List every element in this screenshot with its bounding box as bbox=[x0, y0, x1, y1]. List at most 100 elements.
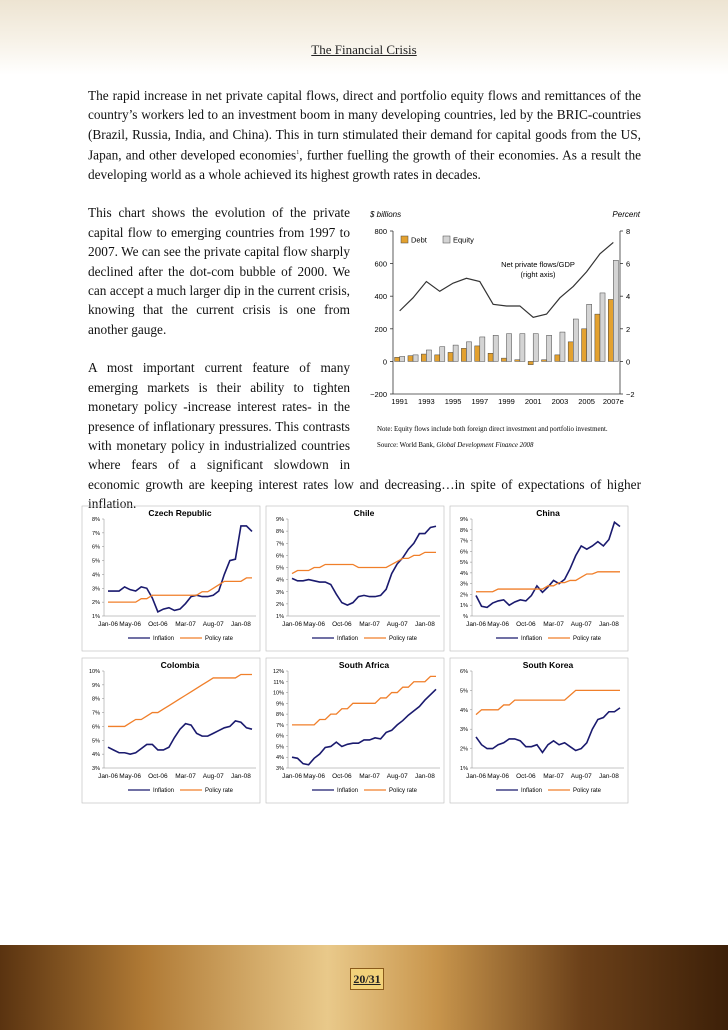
y-tick-label: 3% bbox=[460, 727, 468, 733]
x-tick-label: Jan-06 bbox=[282, 621, 302, 628]
x-tick-label: Aug-07 bbox=[571, 773, 592, 780]
bar bbox=[567, 342, 574, 363]
x-tick-label: May-06 bbox=[487, 773, 509, 780]
x-tick-label: Jan-08 bbox=[231, 773, 251, 780]
y-tick-label: 7% bbox=[460, 539, 468, 545]
y-tick-label: 8% bbox=[92, 517, 100, 523]
x-tick-label: Mar-07 bbox=[175, 621, 196, 628]
y-tick-label: 6% bbox=[460, 669, 468, 675]
x-tick-label: 1999 bbox=[498, 397, 515, 406]
y-tick-label: 5% bbox=[460, 688, 468, 694]
chart-frame bbox=[265, 505, 445, 652]
y-tick-label: % bbox=[463, 614, 468, 620]
x-tick-label: Aug-07 bbox=[387, 621, 408, 628]
y-tick-label: 5% bbox=[276, 744, 284, 750]
paragraph-text: The rapid increase in net private capita… bbox=[88, 88, 641, 163]
chart: Czech Republic 1% 2% 3% 4% 5% 6% 7% 8% Jan-06 May-… bbox=[81, 505, 261, 652]
legend-label: Equity bbox=[453, 236, 474, 245]
y-tick-label: 7% bbox=[92, 531, 100, 537]
bar bbox=[519, 333, 526, 363]
x-tick-label: 1997 bbox=[471, 397, 488, 406]
legend-swatch bbox=[400, 236, 409, 244]
y-tick-label: 9% bbox=[92, 683, 100, 689]
bar bbox=[399, 356, 406, 363]
legend-label: Inflation bbox=[153, 788, 174, 794]
header-title: The Financial Crisis bbox=[311, 42, 417, 57]
y-tick-label: 2% bbox=[460, 747, 468, 753]
chart: China% 1% 2% 3% 4% 5% 6% 7% 8% 9% Jan-06 May-06 Oct-… bbox=[449, 505, 629, 652]
y-axis-label: $ billions bbox=[369, 210, 401, 219]
y-tick-label: 400 bbox=[374, 293, 387, 302]
y-tick-label: 11% bbox=[273, 680, 284, 686]
x-tick-label: Mar-07 bbox=[175, 773, 196, 780]
footnote-mark: 1 bbox=[296, 150, 300, 157]
legend-label: Policy rate bbox=[389, 636, 418, 642]
bar bbox=[434, 355, 440, 363]
y-tick-label: 800 bbox=[374, 227, 387, 236]
chart-frame bbox=[265, 657, 445, 804]
x-tick-label: Jan-06 bbox=[466, 621, 486, 628]
x-tick-label: Jan-06 bbox=[466, 773, 486, 780]
page-number: 20/31 bbox=[350, 968, 384, 990]
legend-label: Debt bbox=[411, 236, 428, 245]
bar bbox=[479, 337, 486, 363]
y-tick-label: 7% bbox=[276, 723, 284, 729]
paragraph: The rapid increase in net private capita… bbox=[88, 86, 641, 184]
y-tick-label: 8% bbox=[460, 528, 468, 534]
paragraph-text: This chart shows the evolution of the pr… bbox=[88, 205, 350, 337]
legend-swatch bbox=[442, 236, 451, 244]
annotation: (right axis) bbox=[520, 270, 556, 279]
bar bbox=[559, 332, 566, 363]
x-tick-label: Mar-07 bbox=[359, 773, 380, 780]
line bbox=[291, 525, 437, 606]
y2-tick-label: −2 bbox=[626, 390, 635, 399]
bar bbox=[487, 353, 494, 363]
x-tick-label: Mar-07 bbox=[543, 773, 564, 780]
bar bbox=[546, 335, 552, 363]
bar bbox=[501, 358, 507, 363]
y2-tick-label: 4 bbox=[626, 293, 630, 302]
chart: Colombia 3% 4% 5% 6% 7% 8% 9% 10% Jan-06 May-06 Oct… bbox=[81, 657, 261, 804]
x-tick-label: 1993 bbox=[418, 397, 435, 406]
line bbox=[108, 673, 252, 728]
y-tick-label: 9% bbox=[276, 517, 284, 523]
annotation: Net private flows/GDP bbox=[501, 260, 575, 269]
y-tick-label: 3% bbox=[92, 766, 100, 772]
y-tick-label: 3% bbox=[276, 766, 284, 772]
y-tick-label: 6% bbox=[92, 724, 100, 730]
x-tick-label: Mar-07 bbox=[359, 621, 380, 628]
line bbox=[399, 242, 614, 319]
y-tick-label: 2% bbox=[92, 600, 100, 606]
bar bbox=[426, 350, 432, 363]
y-tick-label: 4% bbox=[460, 708, 468, 714]
x-tick-label: Mar-07 bbox=[543, 621, 564, 628]
chart: South Korea 1% 2% 3% 4% 5% 6% Jan-06 May-06 Oct-0… bbox=[449, 657, 629, 804]
bar bbox=[613, 260, 619, 363]
legend-label: Inflation bbox=[153, 636, 174, 642]
x-tick-label: May-06 bbox=[119, 621, 141, 628]
y-tick-label: 10% bbox=[273, 691, 284, 697]
bar bbox=[514, 359, 521, 363]
y2-tick-label: 2 bbox=[626, 325, 630, 334]
y-tick-label: 10% bbox=[89, 669, 100, 675]
chart-container: $ billions Percent −200 0 200 400 600 800 −2 0 2 4 6… bbox=[358, 207, 658, 469]
line bbox=[291, 551, 436, 575]
x-tick-label: Oct-06 bbox=[332, 773, 352, 780]
y-tick-label: 8% bbox=[276, 712, 284, 718]
bar bbox=[581, 329, 587, 363]
y-tick-label: 4% bbox=[276, 755, 284, 761]
bar bbox=[439, 346, 446, 363]
paragraph: This chart shows the evolution of the pr… bbox=[88, 203, 641, 339]
bar bbox=[599, 293, 606, 363]
y2-tick-label: 8 bbox=[626, 227, 630, 236]
x-tick-label: 1995 bbox=[445, 397, 462, 406]
x-tick-label: Aug-07 bbox=[571, 621, 592, 628]
y-tick-label: 6% bbox=[92, 545, 100, 551]
x-tick-label: Oct-06 bbox=[516, 621, 536, 628]
line bbox=[292, 675, 436, 726]
x-tick-label: Jan-06 bbox=[282, 773, 302, 780]
y2-tick-label: 6 bbox=[626, 260, 630, 269]
legend-label: Policy rate bbox=[205, 788, 234, 794]
legend-label: Policy rate bbox=[573, 636, 602, 642]
